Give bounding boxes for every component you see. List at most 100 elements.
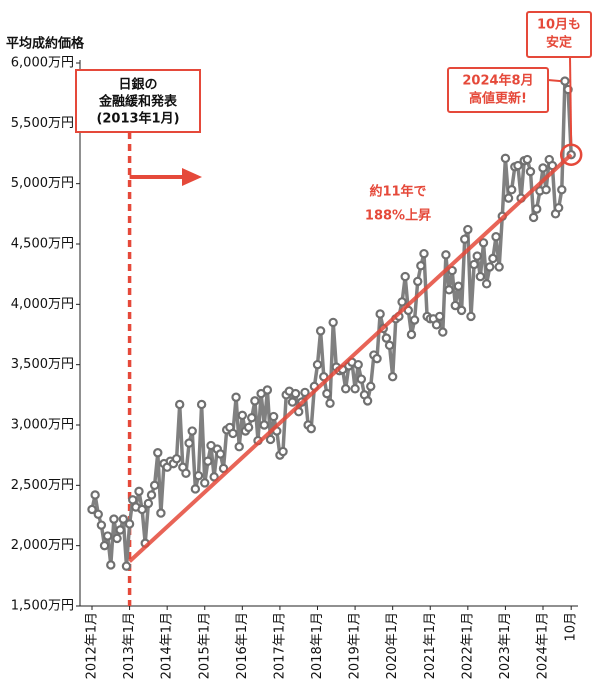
price-point (366, 381, 376, 392)
y-tick-label: 1,500万円 (11, 599, 74, 614)
last-connector (569, 56, 573, 145)
price-point (488, 253, 498, 264)
y-tick-label: 2,500万円 (11, 478, 74, 493)
price-point (322, 388, 332, 399)
price-point (228, 428, 238, 439)
price-point (171, 454, 182, 464)
price-point (237, 410, 248, 421)
price-point (174, 399, 185, 410)
x-tick-label: 2022年1月 (460, 612, 475, 679)
price-point (278, 446, 288, 457)
x-tick-label: 2014年1月 (160, 612, 175, 679)
price-point (153, 448, 163, 458)
event-label: 金融緩和発表 (98, 94, 178, 110)
price-point (287, 397, 298, 407)
price-point (500, 153, 511, 164)
x-tick-label: 2024年1月 (536, 612, 551, 679)
x-tick-label: 2013年1月 (122, 612, 137, 679)
x-tick-label: 10月 (564, 612, 579, 642)
price-point (350, 384, 360, 394)
price-point (441, 250, 451, 260)
price-point (387, 372, 398, 382)
y-tick-label: 2,000万円 (11, 538, 74, 553)
price-point (528, 212, 539, 223)
price-point (553, 203, 564, 213)
y-tick-label: 4,500万円 (11, 237, 74, 252)
price-point (290, 388, 301, 399)
price-point (431, 320, 442, 330)
price-point (325, 398, 335, 408)
price-point (541, 184, 551, 195)
x-tick-label: 2017年1月 (272, 612, 287, 679)
price-point (250, 396, 260, 406)
price-point (356, 374, 367, 384)
price-point (128, 495, 138, 505)
price-point (124, 519, 135, 529)
peak-label: 2024年8月 (462, 73, 533, 89)
price-point (463, 224, 473, 235)
arrow-head (182, 168, 202, 186)
price-point (469, 259, 479, 270)
price-point (362, 396, 373, 406)
price-point (400, 271, 410, 282)
price-point (234, 442, 244, 452)
peak-connector (547, 79, 562, 83)
x-tick-label: 2020年1月 (385, 612, 400, 679)
price-point (137, 504, 147, 515)
last-label: 10月も (537, 18, 581, 33)
price-point (375, 309, 385, 319)
price-point (547, 160, 558, 171)
price-point (472, 251, 482, 261)
price-point (438, 327, 448, 337)
x-tick-label: 2016年1月 (235, 612, 250, 679)
price-point (247, 413, 257, 423)
price-point (413, 276, 423, 287)
price-point (460, 234, 470, 244)
trend-line (128, 153, 573, 563)
price-point (218, 463, 229, 474)
price-point (444, 285, 454, 295)
x-tick-label: 2023年1月 (498, 612, 513, 679)
x-tick-label: 2012年1月 (85, 612, 100, 679)
x-tick-label: 2018年1月 (310, 612, 325, 679)
price-point (87, 504, 97, 515)
price-point (121, 561, 132, 571)
last-box (526, 11, 592, 58)
price-point (102, 531, 113, 541)
price-point (231, 392, 241, 402)
price-point (353, 359, 363, 370)
price-point (209, 472, 219, 482)
price-point (306, 423, 316, 434)
y-tick-label: 4,000万円 (11, 297, 74, 312)
price-point (265, 434, 276, 445)
event-box (75, 69, 201, 133)
price-point (115, 525, 125, 535)
price-point (538, 163, 548, 173)
price-point (485, 262, 495, 272)
price-point (560, 76, 570, 86)
price-point (109, 514, 119, 524)
y-tick-label: 5,000万円 (11, 176, 74, 191)
price-point (193, 470, 204, 481)
price-point (525, 166, 536, 177)
last-label: 安定 (546, 35, 572, 51)
price-point (106, 560, 116, 570)
price-point (478, 238, 489, 248)
y-axis-title: 平均成約価格 (6, 36, 85, 52)
price-point (416, 261, 426, 271)
price-point (456, 305, 467, 316)
price-point (450, 300, 461, 311)
price-point (90, 490, 100, 500)
peak-box (447, 67, 549, 113)
price-point (503, 193, 514, 203)
price-point (506, 184, 517, 195)
y-tick-label: 3,000万円 (11, 418, 74, 433)
price-point (522, 154, 533, 165)
price-point (99, 540, 110, 551)
price-point (200, 478, 210, 488)
price-point (481, 279, 492, 289)
price-point (156, 508, 166, 518)
price-point (93, 509, 103, 519)
trend-label: 約11年で (369, 184, 426, 200)
price-point (268, 411, 279, 422)
